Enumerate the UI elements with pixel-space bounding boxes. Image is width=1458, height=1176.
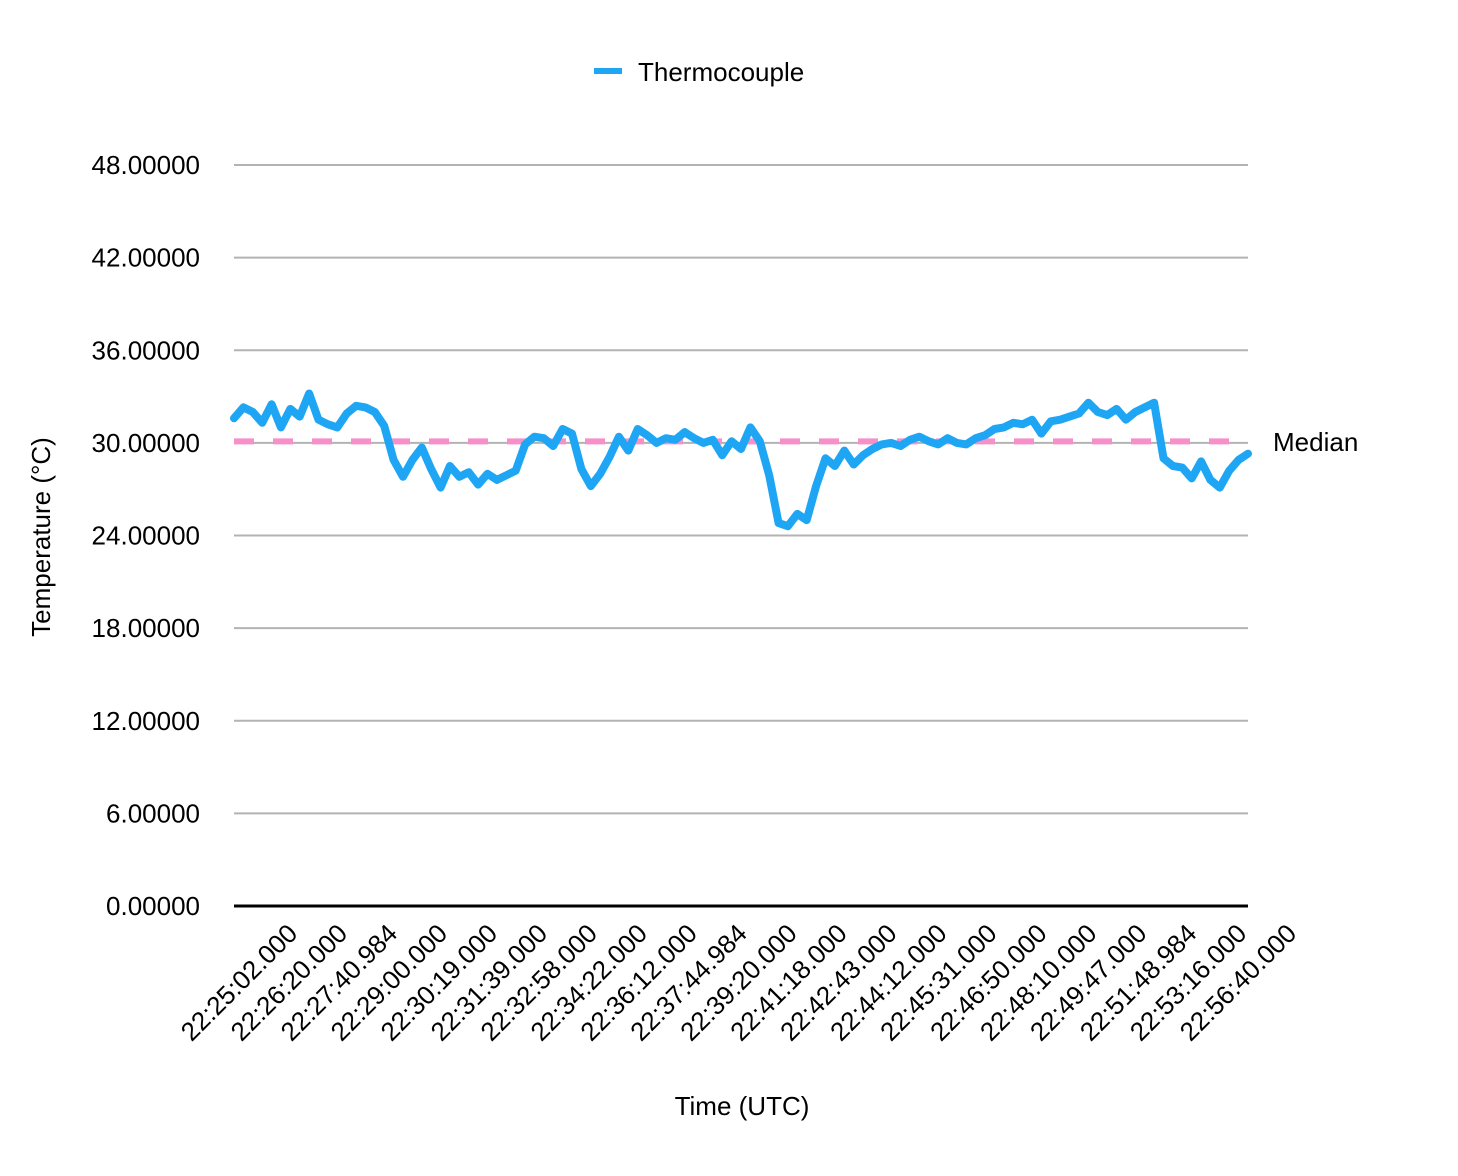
x-axis-tick-labels: 22:25:02.00022:26:20.00022:27:40.98422:2… (175, 918, 1303, 1047)
y-tick-label: 42.00000 (92, 243, 200, 273)
y-tick-label: 12.00000 (92, 706, 200, 736)
gridlines (234, 164, 1248, 908)
series-group (230, 389, 1252, 531)
y-tick-label: 36.00000 (92, 335, 200, 365)
y-tick-label: 30.00000 (92, 428, 200, 458)
y-tick-label: 18.00000 (92, 613, 200, 643)
y-axis-title: Temperature (°C) (26, 437, 56, 637)
y-tick-label: 6.00000 (106, 798, 200, 828)
median-label: Median (1273, 427, 1358, 457)
y-tick-label: 24.00000 (92, 521, 200, 551)
y-tick-label: 48.00000 (92, 150, 200, 180)
y-tick-label: 0.00000 (106, 891, 200, 921)
legend: Thermocouple (594, 57, 804, 87)
series-line-thermocouple (230, 389, 1252, 531)
y-axis-tick-labels: 0.00000 6.00000 12.00000 18.00000 24.00000 30… (92, 150, 200, 921)
legend-label-thermocouple: Thermocouple (638, 57, 804, 87)
x-axis-title: Time (UTC) (675, 1091, 810, 1121)
